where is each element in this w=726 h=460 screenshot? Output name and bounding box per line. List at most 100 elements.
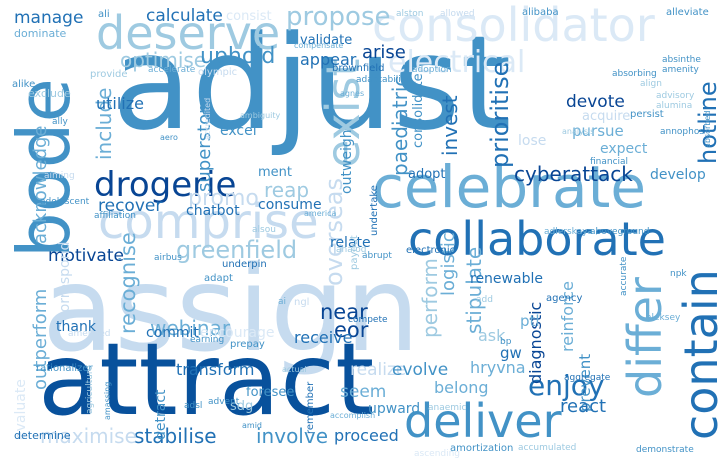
word-adopt: adopt [408, 167, 446, 182]
word-airbus: airbus [154, 253, 182, 263]
word-hryvna: hryvna [470, 358, 526, 377]
word-relate: relate [330, 235, 371, 251]
word-evolve: evolve [392, 360, 449, 380]
word-lose: lose [518, 133, 547, 149]
word-logistic: logistic [438, 232, 459, 296]
word-upward: upward [368, 401, 421, 417]
word-maximise: maximise [40, 424, 137, 448]
word-exclude: exclude [28, 87, 71, 100]
word-annophos: annophos [660, 127, 705, 137]
word-ambiguity: ambiguity [240, 111, 281, 120]
word-add: add [476, 295, 493, 305]
word-accumulated: accumulated [518, 443, 577, 453]
word-recognise: recognise [116, 232, 140, 334]
word-consume: consume [258, 197, 322, 213]
word-renewable: renewable [470, 271, 543, 287]
word-chatbot: chatbot [186, 203, 240, 219]
word-devote: devote [566, 92, 625, 112]
word-accurate: accurate [619, 256, 629, 296]
word-uphold: uphold [200, 44, 276, 69]
word-aleksey: aleksey [646, 313, 681, 323]
word-belong: belong [434, 378, 489, 397]
word-absorbing: absorbing [612, 69, 657, 79]
word-absorbed: absorbed [703, 110, 712, 148]
word-electronic: electronic [406, 245, 456, 256]
word-foresee: foresee [246, 385, 295, 400]
word-arise: arise [362, 42, 406, 63]
word-assign: assign [42, 240, 420, 378]
word-aboveground: aboveground [590, 227, 650, 237]
word-stipulate: stipulate [462, 246, 486, 334]
word-alston: alston [396, 9, 424, 19]
word-accredited: accredited [203, 97, 212, 140]
word-near: near [320, 300, 368, 324]
word-pursue: pursue [572, 122, 624, 140]
word-consolidator: consolidator [372, 0, 655, 52]
word-accomplish: accomplish [330, 411, 376, 420]
word-analog: analog [336, 245, 367, 255]
word-aiming: aiming [44, 171, 75, 181]
word-outperform: outperform [30, 288, 51, 390]
word-adsl: adsl [184, 401, 203, 411]
word-ascending: ascending [414, 449, 461, 459]
word-advisory: advisory [656, 91, 695, 101]
word-webinar: webinar [150, 316, 231, 340]
word-celebrate: celebrate [372, 153, 646, 221]
word-ptl: ptl [520, 312, 540, 330]
word-adolescent: adolescent [40, 197, 90, 207]
word-adjust: adjust [112, 7, 512, 159]
word-remember: remember [305, 381, 316, 434]
word-appear: appear [300, 50, 357, 69]
word-compensate: compensate [294, 41, 344, 50]
word-amended: amended [68, 329, 111, 339]
word-align: align [640, 79, 662, 89]
word-thank: thank [56, 319, 96, 335]
word-comprise: comprise [98, 194, 319, 250]
word-abrupt: abrupt [362, 251, 392, 261]
word-earning: earning [190, 335, 225, 345]
word-overseas: overseas [320, 178, 348, 286]
word-adoption: adoption [412, 65, 452, 75]
word-reap: reap [264, 178, 310, 202]
word-ngl: ngl [294, 297, 310, 308]
word-excel: excel [220, 123, 257, 139]
word-realize: realize [350, 360, 407, 380]
word-allowed: allowed [440, 9, 475, 19]
word-npk: npk [670, 269, 687, 279]
word-amassing: amassing [103, 381, 112, 420]
word-ali: ali [98, 9, 110, 20]
word-amid: amid [242, 421, 262, 430]
word-deliver: deliver [404, 394, 562, 448]
word-amortization: amortization [450, 443, 514, 454]
word-agnes: agnes [340, 89, 365, 98]
word-prioritise: prioritise [486, 61, 514, 168]
word-acknowledge: acknowledge [30, 125, 51, 245]
word-adaptability: adaptability [356, 75, 410, 85]
word-attract: attract [38, 321, 375, 438]
word-involve: involve [256, 424, 329, 448]
word-validate: validate [300, 33, 353, 48]
word-undertake: undertake [369, 185, 380, 236]
word-invest: invest [438, 95, 462, 156]
word-alibaba: alibaba [522, 7, 559, 18]
word-calculate: calculate [146, 6, 223, 26]
word-detract: detract [153, 389, 169, 440]
word-reinforce: reinforce [558, 281, 577, 352]
word-sdg: sdg [230, 399, 254, 414]
word-anaemic: anaemic [428, 403, 467, 413]
word-alumina: alumina [656, 101, 693, 111]
word-collaborate: collaborate [408, 212, 666, 266]
word-paediatric: paediatric [388, 75, 412, 176]
word-enjoy: enjoy [528, 369, 605, 402]
word-affiliation: affiliation [94, 211, 136, 221]
word-aggregate: aggregate [564, 373, 611, 383]
word-encourage: encourage [200, 325, 275, 341]
word-bp: bp [500, 337, 512, 347]
word-utilize: utilize [96, 94, 144, 113]
word-financial: financial [590, 157, 629, 167]
word-adlerskaya: adlerskaya [544, 227, 594, 237]
word-agriculture: agriculture [85, 365, 95, 414]
word-brownfield: brownfield [332, 63, 385, 74]
word-drogerie: drogerie [94, 165, 237, 205]
